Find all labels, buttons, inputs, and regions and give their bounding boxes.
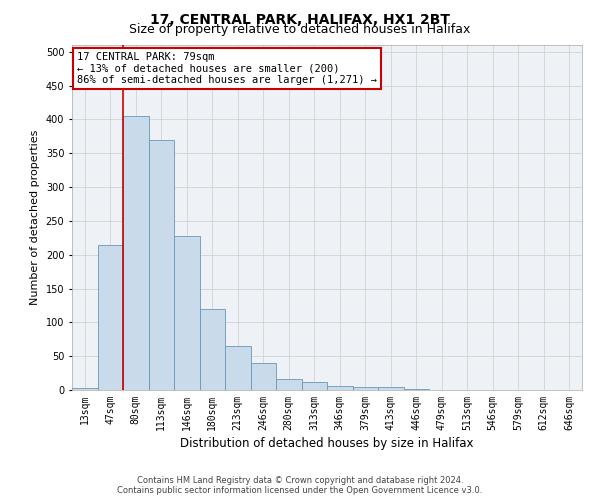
Bar	[225, 346, 251, 390]
Bar	[174, 236, 199, 390]
Bar	[123, 116, 149, 390]
Bar	[353, 388, 378, 390]
Bar	[97, 244, 123, 390]
Bar	[72, 388, 97, 390]
Bar	[327, 386, 353, 390]
Text: Contains HM Land Registry data © Crown copyright and database right 2024.
Contai: Contains HM Land Registry data © Crown c…	[118, 476, 482, 495]
Bar	[199, 309, 225, 390]
Bar	[276, 378, 302, 390]
Y-axis label: Number of detached properties: Number of detached properties	[30, 130, 40, 305]
Bar	[251, 363, 276, 390]
X-axis label: Distribution of detached houses by size in Halifax: Distribution of detached houses by size …	[180, 437, 474, 450]
Bar	[378, 388, 404, 390]
Bar	[149, 140, 174, 390]
Text: 17, CENTRAL PARK, HALIFAX, HX1 2BT: 17, CENTRAL PARK, HALIFAX, HX1 2BT	[150, 12, 450, 26]
Text: Size of property relative to detached houses in Halifax: Size of property relative to detached ho…	[130, 22, 470, 36]
Bar	[302, 382, 327, 390]
Text: 17 CENTRAL PARK: 79sqm
← 13% of detached houses are smaller (200)
86% of semi-de: 17 CENTRAL PARK: 79sqm ← 13% of detached…	[77, 52, 377, 85]
